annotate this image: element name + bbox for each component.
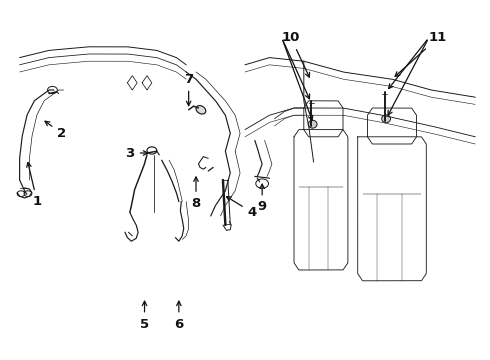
Text: 4: 4: [226, 197, 257, 219]
Ellipse shape: [308, 120, 317, 128]
Text: 7: 7: [184, 73, 193, 105]
Ellipse shape: [196, 105, 206, 114]
Text: 8: 8: [192, 177, 200, 210]
Ellipse shape: [382, 115, 391, 123]
Text: 11: 11: [395, 31, 447, 76]
Text: 3: 3: [125, 147, 147, 159]
Text: 2: 2: [45, 121, 66, 140]
Text: 6: 6: [174, 301, 183, 330]
Text: 1: 1: [27, 162, 42, 208]
Text: 5: 5: [140, 301, 149, 330]
Text: 9: 9: [258, 184, 267, 213]
Text: 10: 10: [282, 31, 310, 77]
